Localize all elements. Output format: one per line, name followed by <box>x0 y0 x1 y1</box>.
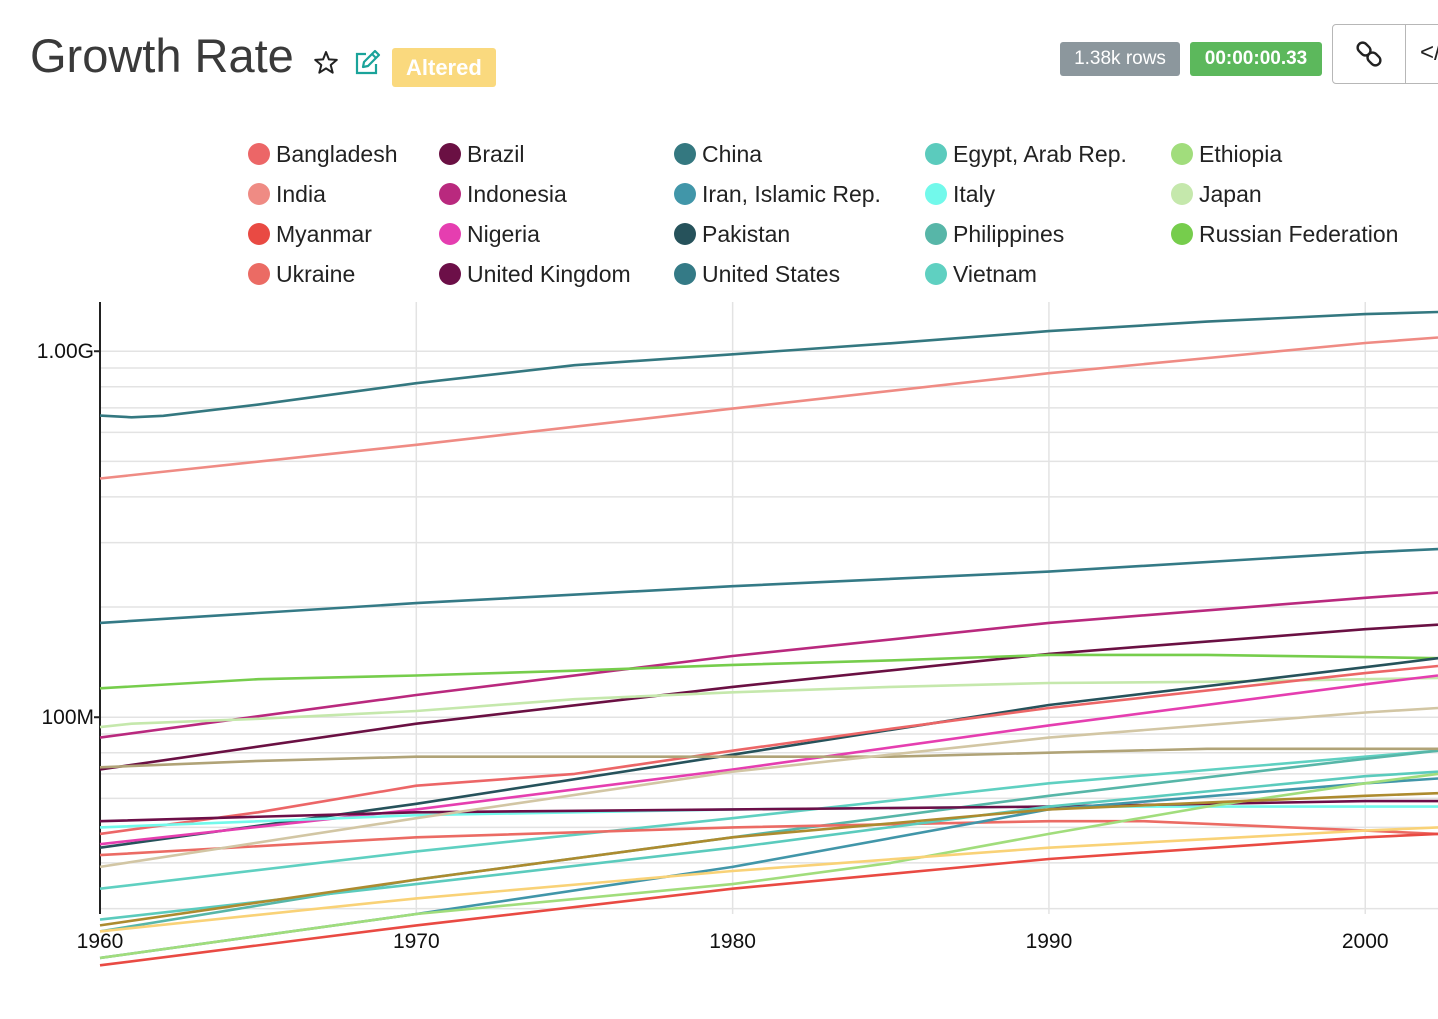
legend-dot-icon <box>925 263 947 285</box>
legend-label: Nigeria <box>467 221 540 247</box>
row-count-badge: 1.38k rows <box>1060 42 1180 76</box>
series-line <box>99 653 1438 690</box>
x-tick-label: 1990 <box>1026 930 1073 953</box>
legend-label: Japan <box>1199 181 1262 207</box>
chart-legend: Bangladesh Brazil China Egypt, Arab Rep. Eth… <box>0 136 1438 296</box>
copy-link-button[interactable] <box>1333 25 1406 83</box>
chart-svg: 1960 1970 1980 1990 2000 100M 1.00G <box>37 302 1438 967</box>
series-line <box>99 706 1438 869</box>
legend-label: Vietnam <box>953 261 1037 287</box>
series-line <box>99 799 1438 823</box>
embed-code-button[interactable]: </ <box>1406 25 1438 83</box>
legend-dot-icon <box>248 223 270 245</box>
legend-label: Pakistan <box>702 221 791 247</box>
star-icon[interactable] <box>312 49 340 77</box>
legend-label: Ukraine <box>276 261 356 287</box>
legend-dot-icon <box>439 223 461 245</box>
legend-dot-icon <box>439 183 461 205</box>
legend-dot-icon <box>1171 183 1193 205</box>
legend-dot-icon <box>925 183 947 205</box>
series-layer <box>99 310 1438 967</box>
legend-label: India <box>276 181 326 207</box>
series-line <box>99 676 1438 729</box>
series-line <box>99 749 1438 890</box>
legend-dot-icon <box>1171 223 1193 245</box>
edit-icon[interactable] <box>352 48 382 78</box>
series-line <box>99 772 1438 960</box>
legend-label: Russian Federation <box>1199 221 1399 247</box>
legend-label: Egypt, Arab Rep. <box>953 141 1127 167</box>
legend-label: United States <box>702 261 841 287</box>
series-line <box>99 749 1438 933</box>
action-button-group: </ <box>1332 24 1438 84</box>
legend-dot-icon <box>1171 143 1193 165</box>
y-tick-label: 1.00G <box>37 340 94 363</box>
legend-label: Myanmar <box>276 221 372 247</box>
legend-label: Indonesia <box>467 181 567 207</box>
legend-dot-icon <box>674 223 696 245</box>
x-tick-label: 1960 <box>77 930 124 953</box>
tick-layer: 1960 1970 1980 1990 2000 100M 1.00G <box>37 340 1389 953</box>
legend-label: Ethiopia <box>1199 141 1283 167</box>
query-time-badge: 00:00:00.33 <box>1190 42 1322 76</box>
legend-dot-icon <box>925 223 947 245</box>
legend-dot-icon <box>674 263 696 285</box>
series-line <box>99 547 1438 625</box>
legend-dot-icon <box>248 183 270 205</box>
series-line <box>99 674 1438 846</box>
series-line <box>99 832 1438 967</box>
series-line <box>99 826 1438 933</box>
header: Growth Rate Altered 1.38k rows 00:00:00.… <box>0 0 1438 110</box>
series-line <box>99 591 1438 739</box>
legend-dot-icon <box>925 143 947 165</box>
x-tick-label: 2000 <box>1342 930 1389 953</box>
legend-dot-icon <box>439 263 461 285</box>
code-icon: </ <box>1420 39 1438 66</box>
legend-dot-icon <box>248 143 270 165</box>
legend-label: Brazil <box>467 141 525 167</box>
legend-label: Bangladesh <box>276 141 398 167</box>
legend-dot-icon <box>439 143 461 165</box>
series-line <box>99 664 1438 836</box>
legend-label: China <box>702 141 763 167</box>
series-line <box>99 310 1438 419</box>
legend-label: United Kingdom <box>467 261 631 287</box>
link-icon <box>1356 41 1382 67</box>
legend-label: Philippines <box>953 221 1065 247</box>
y-tick-label: 100M <box>41 706 94 729</box>
series-line <box>99 623 1438 771</box>
line-chart: 1960 1970 1980 1990 2000 100M 1.00G <box>0 290 1438 1014</box>
legend-label: Italy <box>953 181 996 207</box>
series-line <box>99 791 1438 927</box>
x-tick-label: 1980 <box>709 930 756 953</box>
series-line <box>99 336 1438 480</box>
legend-dot-icon <box>674 143 696 165</box>
legend-label: Iran, Islamic Rep. <box>702 181 881 207</box>
axis-layer <box>94 302 101 914</box>
x-tick-label: 1970 <box>393 930 440 953</box>
legend-dot-icon <box>248 263 270 285</box>
legend-dot-icon <box>674 183 696 205</box>
series-line <box>99 747 1438 769</box>
series-line <box>99 770 1438 921</box>
page-title: Growth Rate <box>30 29 294 82</box>
altered-badge: Altered <box>392 48 496 87</box>
